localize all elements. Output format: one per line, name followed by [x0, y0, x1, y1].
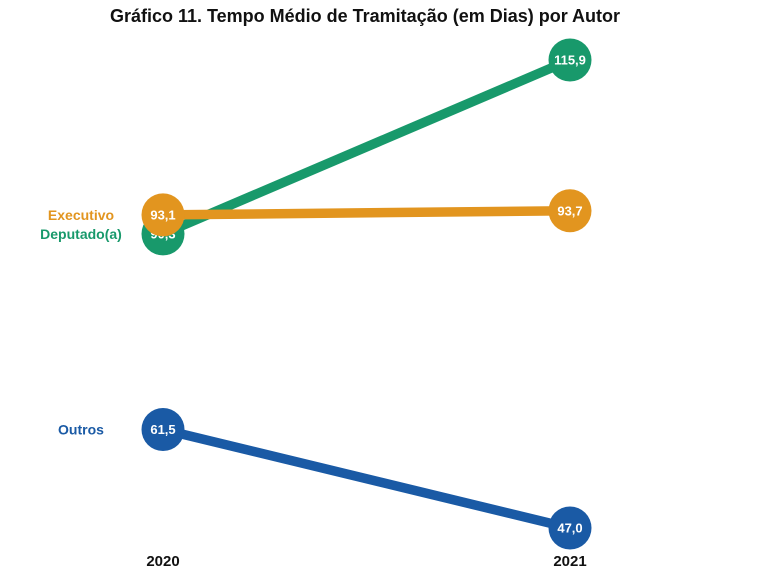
data-point-label-outros-2021: 47,0 [557, 521, 582, 536]
x-axis-label-2021: 2021 [553, 553, 586, 570]
data-point-marker-deputado-a-2021 [548, 38, 592, 82]
series-line-executivo [162, 206, 571, 220]
data-point-label-executivo-2021: 93,7 [557, 203, 582, 218]
data-point-marker-executivo-2021 [548, 189, 592, 233]
data-point-label-executivo-2020: 93,1 [150, 208, 175, 223]
series-label-outros: Outros [58, 422, 104, 438]
data-point-label-deputado-a-2021: 115,9 [554, 53, 586, 68]
data-point-marker-outros-2021 [548, 506, 592, 550]
series-line-outros [161, 424, 572, 533]
data-point-label-outros-2020: 61,5 [150, 422, 175, 437]
x-axis-label-2020: 2020 [146, 553, 179, 570]
series-line-deputado-a [161, 55, 572, 239]
series-label-deputado-a: Deputado(a) [40, 226, 122, 242]
series-label-executivo: Executivo [48, 207, 114, 223]
data-point-marker-executivo-2020 [141, 193, 185, 237]
data-point-marker-outros-2020 [141, 408, 185, 452]
chart-title: Gráfico 11. Tempo Médio de Tramitação (e… [109, 6, 621, 26]
